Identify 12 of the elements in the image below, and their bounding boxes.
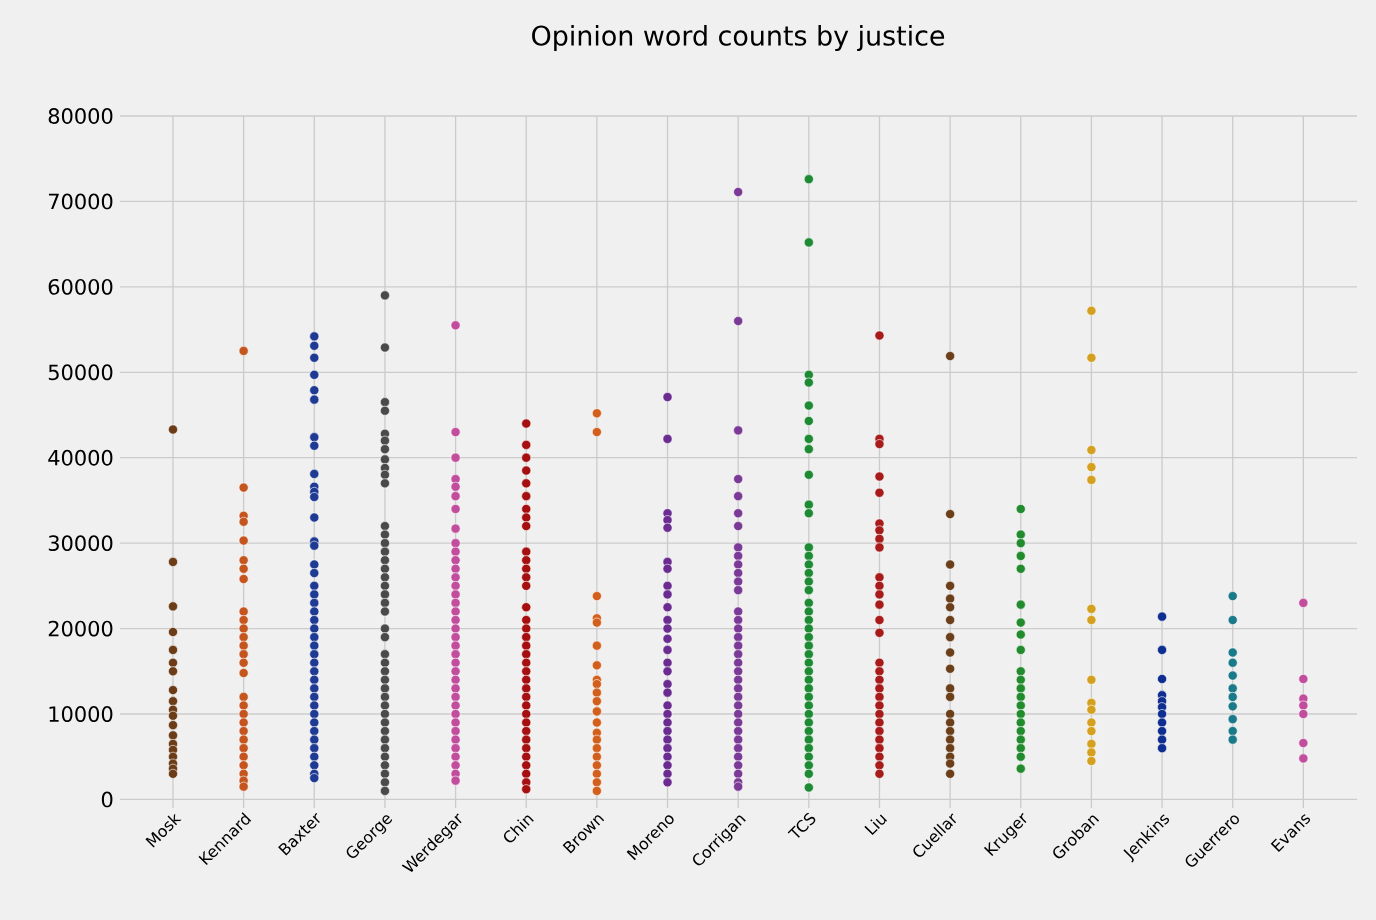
x-tick-label: TCS [787, 812, 816, 838]
y-tick-label: 30000 [48, 535, 113, 552]
y-tick-label: 0 [101, 791, 113, 808]
y-tick-label: 50000 [48, 364, 113, 381]
y-tick-label: 60000 [48, 278, 113, 295]
y-tick-label: 80000 [48, 108, 113, 124]
chart-title: Opinion word counts by justice [532, 24, 945, 51]
y-tick-label: 20000 [48, 620, 113, 637]
y-tick-label: 40000 [48, 449, 113, 466]
y-tick-label: 10000 [49, 706, 113, 722]
y-tick-label: 70000 [48, 193, 113, 210]
x-tick-label: Liu [864, 814, 888, 836]
